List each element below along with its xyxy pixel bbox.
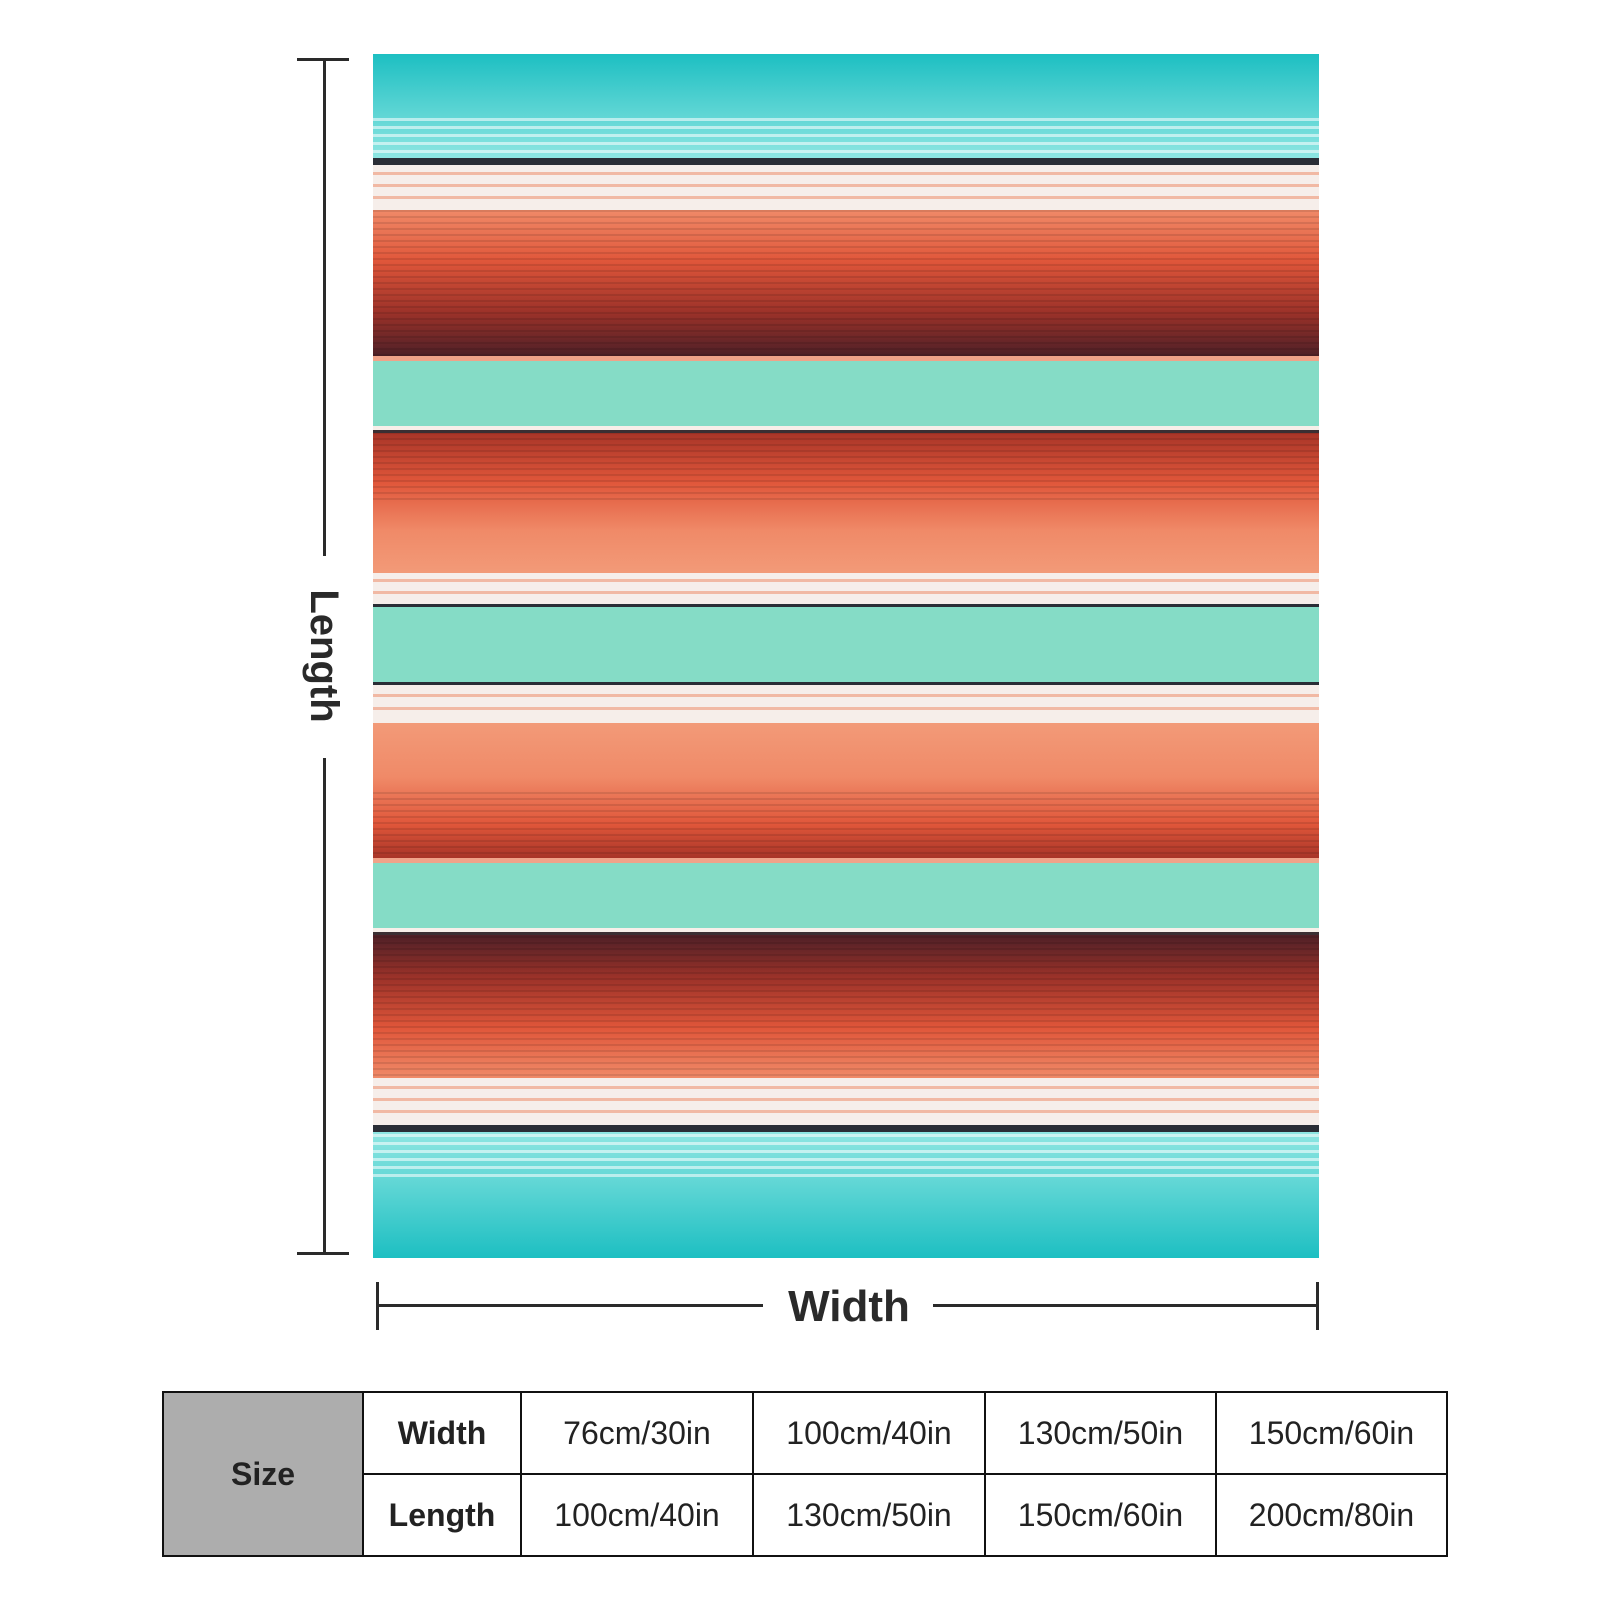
row-label-width: Width — [362, 1391, 522, 1475]
width-value-3: 130cm/50in — [984, 1391, 1217, 1475]
width-value-2: 100cm/40in — [752, 1391, 986, 1475]
length-line-bottom — [323, 758, 326, 1254]
table-row-length: Length 100cm/40in 130cm/50in 150cm/60in … — [163, 1473, 1448, 1557]
stripe-mint-3 — [373, 863, 1319, 928]
table-row-width: Size Width 76cm/30in 100cm/40in 130cm/50… — [162, 1391, 1448, 1557]
length-cap-bottom — [297, 1252, 349, 1255]
row-label-length: Length — [362, 1473, 522, 1557]
length-value-2: 130cm/50in — [752, 1473, 986, 1557]
stripe-charcoal-bottom — [373, 1125, 1319, 1132]
width-label: Width — [788, 1282, 910, 1331]
size-title: Size — [162, 1391, 364, 1557]
stripe-charcoal-top — [373, 158, 1319, 165]
width-cap-right — [1316, 1282, 1319, 1330]
width-line-left — [376, 1304, 763, 1307]
length-value-4: 200cm/80in — [1215, 1473, 1448, 1557]
stripe-mint-1 — [373, 361, 1319, 426]
stripe-cream-2 — [373, 573, 1319, 604]
length-line-top — [323, 58, 326, 556]
stripe-turquoise-top-lines — [373, 114, 1319, 158]
length-value-3: 150cm/60in — [984, 1473, 1217, 1557]
width-value-4: 150cm/60in — [1215, 1391, 1448, 1475]
width-line-right — [933, 1304, 1318, 1307]
stripe-mint-2 — [373, 607, 1319, 682]
stripe-cream-bottom — [373, 1078, 1319, 1125]
length-value-1: 100cm/40in — [520, 1473, 754, 1557]
width-value-1: 76cm/30in — [520, 1391, 754, 1475]
stripe-pattern — [373, 54, 1319, 1258]
blanket-image — [373, 54, 1319, 1258]
stripe-cream-3 — [373, 685, 1319, 723]
stripe-cream-top — [373, 165, 1319, 210]
length-label: Length — [302, 589, 346, 723]
size-table: Size Width 76cm/30in 100cm/40in 130cm/50… — [162, 1391, 1448, 1557]
